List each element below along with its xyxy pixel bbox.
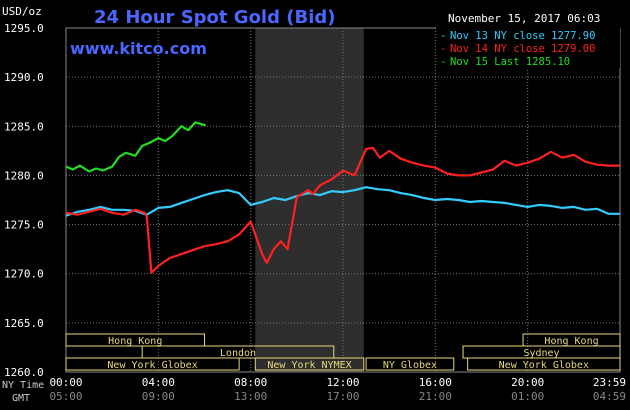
legend-swatch: - (440, 29, 447, 42)
x-tick-label-ny: 23:59 (593, 376, 626, 389)
x-tick-label-gmt: 05:00 (49, 390, 82, 403)
market-session-box (65, 357, 240, 371)
plot-frame (65, 27, 621, 373)
x-tick-label-gmt: 21:00 (419, 390, 452, 403)
legend-swatch: - (440, 42, 447, 55)
y-tick-label: 1295.0 (4, 22, 44, 35)
market-session-box (65, 333, 205, 347)
x-tick-label-ny: 08:00 (234, 376, 267, 389)
x-tick-label-gmt: 17:00 (326, 390, 359, 403)
x-tick-label-ny: 20:00 (511, 376, 544, 389)
legend-swatch: - (440, 55, 447, 68)
timestamp: November 15, 2017 06:03 (448, 12, 600, 25)
price-series (65, 121, 620, 274)
kitco-watermark: www.kitco.com (70, 39, 207, 58)
legend-box (436, 27, 620, 68)
y-tick-label: 1290.0 (4, 71, 44, 84)
series-line (65, 146, 620, 274)
x-tick-label-ny: 00:00 (49, 376, 82, 389)
y-tick-label: 1260.0 (4, 366, 44, 379)
x-tick-label-gmt: 04:59 (593, 390, 626, 403)
market-session-label: Hong Kong (544, 336, 598, 347)
units-label: USD/oz (2, 5, 42, 18)
y-tick-label: 1280.0 (4, 169, 44, 182)
legend-entry: Nov 13 NY close 1277.90 (450, 30, 595, 42)
y-tick-label: 1275.0 (4, 219, 44, 232)
x-tick-label-gmt: 01:00 (511, 390, 544, 403)
chart-title: 24 Hour Spot Gold (Bid) (94, 7, 335, 28)
y-axis-ticks: 1295.0 1290.0 1285.0 1280.0 1275.0 1270.0 1265… (4, 22, 44, 379)
market-session-box (365, 357, 455, 371)
market-session-label: London (220, 348, 256, 359)
x-tick-label-gmt: 13:00 (234, 390, 267, 403)
legend-entry: Nov 14 NY close 1279.00 (450, 43, 595, 55)
market-session-label: Sydney (523, 348, 559, 359)
x-tick-label-ny: 04:00 (142, 376, 175, 389)
market-session-label: Hong Kong (108, 336, 162, 347)
ny-time-row-label: NY Time (2, 380, 44, 391)
x-tick-label-ny: 16:00 (419, 376, 452, 389)
series-line (65, 186, 620, 217)
x-tick-label-gmt: 09:00 (142, 390, 175, 403)
market-session-label: New York Globex (107, 360, 197, 371)
series-line (65, 121, 206, 173)
gmt-row-label: GMT (12, 393, 30, 404)
y-tick-label: 1265.0 (4, 317, 44, 330)
legend-entry: Nov 15 Last 1285.10 (450, 56, 570, 68)
y-tick-label: 1270.0 (4, 268, 44, 281)
nymex-session-shade (255, 28, 364, 372)
market-session-label: New York Globex (499, 360, 589, 371)
legend: - Nov 13 NY close 1277.90- Nov 14 NY close… (436, 27, 620, 68)
x-tick-label-ny: 12:00 (326, 376, 359, 389)
y-tick-label: 1285.0 (4, 120, 44, 133)
market-session-label: New York NYMEX (267, 360, 351, 371)
market-session-box (467, 357, 621, 371)
market-session-label: NY Globex (383, 360, 437, 371)
market-session-box (254, 357, 365, 371)
